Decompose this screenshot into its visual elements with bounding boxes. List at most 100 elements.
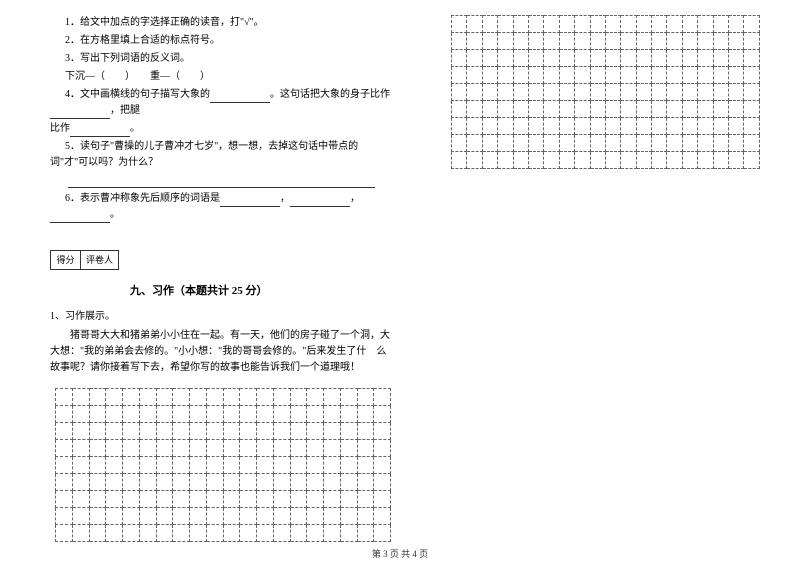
grid-cell xyxy=(324,439,341,456)
left-column: 1．给文中加点的字选择正确的读音，打"√"。 2．在方格里填上合适的标点符号。 … xyxy=(0,0,416,540)
grid-cell xyxy=(744,84,760,101)
grid-cell xyxy=(273,422,290,439)
grid-cell xyxy=(173,473,190,490)
grid-cell xyxy=(89,507,106,524)
grid-cell xyxy=(498,33,513,50)
grid-cell xyxy=(544,84,559,101)
grid-cell xyxy=(190,524,207,541)
grid-cell xyxy=(667,67,682,84)
q6-sep1: ， xyxy=(280,193,290,204)
grid-cell xyxy=(206,473,223,490)
grid-cell xyxy=(56,507,73,524)
grid-cell xyxy=(324,490,341,507)
grid-cell xyxy=(682,84,697,101)
q4-end: ，把腿 xyxy=(110,105,140,116)
grid-cell xyxy=(106,456,123,473)
grid-cell xyxy=(307,439,324,456)
grid-cell xyxy=(713,50,728,67)
blank-field xyxy=(290,195,350,207)
grid-cell xyxy=(452,50,467,67)
grid-cell xyxy=(206,422,223,439)
grid-cell xyxy=(374,456,391,473)
grid-cell xyxy=(89,422,106,439)
grid-cell xyxy=(575,118,590,135)
grid-cell xyxy=(240,388,257,405)
grid-cell xyxy=(206,456,223,473)
grid-cell xyxy=(528,84,543,101)
grid-cell xyxy=(544,50,559,67)
grid-cell xyxy=(374,405,391,422)
grid-cell xyxy=(324,524,341,541)
grid-cell xyxy=(729,101,744,118)
grid-cell xyxy=(290,507,307,524)
grid-cell xyxy=(273,524,290,541)
grid-cell xyxy=(240,422,257,439)
grid-cell xyxy=(498,118,513,135)
essay-prompt: 猪哥哥大大和猪弟弟小小住在一起。有一天，他们的房子碰了一个洞，大 大想："我的弟… xyxy=(50,328,391,376)
grid-cell xyxy=(357,490,374,507)
grid-cell xyxy=(307,507,324,524)
grid-cell xyxy=(652,33,667,50)
grid-cell xyxy=(467,118,482,135)
grid-cell xyxy=(340,473,357,490)
grid-cell xyxy=(636,118,651,135)
grid-cell xyxy=(223,473,240,490)
grid-cell xyxy=(667,118,682,135)
grid-cell xyxy=(667,16,682,33)
grid-cell xyxy=(467,135,482,152)
grid-cell xyxy=(156,439,173,456)
grid-cell xyxy=(374,490,391,507)
grid-cell xyxy=(621,84,636,101)
question-3-items: 下沉—（ ） 重—（ ） xyxy=(50,69,391,85)
grid-cell xyxy=(682,67,697,84)
grid-cell xyxy=(667,33,682,50)
grid-cell xyxy=(698,152,713,169)
grid-cell xyxy=(106,490,123,507)
grid-cell xyxy=(307,473,324,490)
grid-cell xyxy=(324,388,341,405)
grid-cell xyxy=(467,152,482,169)
grid-cell xyxy=(621,152,636,169)
grid-cell xyxy=(223,388,240,405)
grid-cell xyxy=(559,33,574,50)
grid-cell xyxy=(156,524,173,541)
grid-cell xyxy=(56,405,73,422)
grid-cell xyxy=(374,507,391,524)
grid-cell xyxy=(72,388,89,405)
q4-mid: 。这句话把大象的身子比作 xyxy=(270,89,390,100)
grid-cell xyxy=(467,33,482,50)
question-2: 2．在方格里填上合适的标点符号。 xyxy=(50,33,391,49)
grid-cell xyxy=(56,490,73,507)
grid-cell xyxy=(744,33,760,50)
grid-cell xyxy=(324,422,341,439)
score-box: 得分 评卷人 xyxy=(50,250,119,270)
grid-table-right xyxy=(451,15,760,169)
grid-cell xyxy=(307,422,324,439)
grid-cell xyxy=(636,67,651,84)
grid-cell xyxy=(240,473,257,490)
grid-cell xyxy=(513,118,528,135)
grid-cell xyxy=(307,524,324,541)
grid-cell xyxy=(729,118,744,135)
grid-cell xyxy=(56,524,73,541)
grid-cell xyxy=(621,67,636,84)
grid-cell xyxy=(223,439,240,456)
grid-cell xyxy=(340,439,357,456)
grid-cell xyxy=(340,405,357,422)
grid-cell xyxy=(223,456,240,473)
grid-cell xyxy=(240,507,257,524)
grid-cell xyxy=(156,405,173,422)
grid-table-left xyxy=(55,388,391,542)
grid-cell xyxy=(482,16,497,33)
grid-cell xyxy=(452,33,467,50)
grid-cell xyxy=(324,405,341,422)
q6-prefix: 6．表示曹冲称象先后顺序的词语是 xyxy=(65,193,220,204)
grid-cell xyxy=(240,405,257,422)
grid-cell xyxy=(240,439,257,456)
grid-cell xyxy=(56,456,73,473)
grid-cell xyxy=(467,16,482,33)
grid-cell xyxy=(744,135,760,152)
grid-cell xyxy=(340,422,357,439)
grid-cell xyxy=(744,50,760,67)
grid-cell xyxy=(636,135,651,152)
